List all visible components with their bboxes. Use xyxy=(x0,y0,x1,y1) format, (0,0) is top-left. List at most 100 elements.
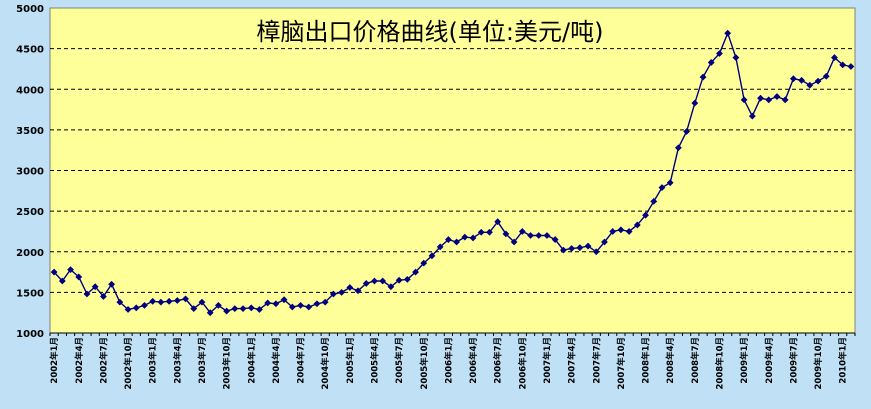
data-point xyxy=(494,218,502,226)
data-point xyxy=(559,246,567,254)
x-tick-label: 2008年7月 xyxy=(690,337,701,384)
data-point xyxy=(124,306,132,313)
data-point xyxy=(395,276,403,284)
x-tick-label: 2004年7月 xyxy=(296,337,307,384)
x-tick-label: 2005年4月 xyxy=(369,337,380,384)
data-point xyxy=(847,63,855,70)
data-point xyxy=(206,309,214,317)
gridlines xyxy=(50,48,855,293)
data-point xyxy=(272,300,280,308)
data-point xyxy=(617,226,625,234)
data-point xyxy=(173,297,181,304)
x-tick-label: 2002年7月 xyxy=(98,337,109,384)
data-point xyxy=(486,228,493,236)
y-tick-label: 3000 xyxy=(16,167,44,178)
data-point xyxy=(362,280,370,287)
data-point xyxy=(658,184,666,191)
data-point xyxy=(716,50,723,57)
data-point xyxy=(231,305,239,313)
data-point xyxy=(50,268,58,276)
data-point xyxy=(601,238,608,246)
data-point xyxy=(305,303,313,311)
data-point xyxy=(683,128,691,135)
data-point xyxy=(740,96,748,104)
x-tick-label: 2002年4月 xyxy=(74,337,85,384)
data-point xyxy=(379,277,387,285)
x-tick-label: 2003年4月 xyxy=(172,337,183,384)
data-point xyxy=(789,75,797,83)
data-point xyxy=(58,277,66,285)
data-point xyxy=(831,54,838,61)
data-point xyxy=(543,232,551,239)
data-point xyxy=(633,221,641,229)
data-point xyxy=(781,96,789,104)
data-point xyxy=(214,301,222,309)
data-point xyxy=(297,301,304,309)
x-tick-label: 2008年4月 xyxy=(665,337,676,384)
data-point xyxy=(732,54,740,61)
data-point xyxy=(477,228,485,236)
data-point xyxy=(91,283,99,291)
data-point xyxy=(666,179,674,187)
x-tick-label: 2004年10月 xyxy=(320,337,331,390)
data-point xyxy=(223,307,231,315)
data-point xyxy=(469,234,477,242)
series xyxy=(50,29,855,317)
data-point xyxy=(444,236,452,243)
data-point xyxy=(436,243,444,251)
x-tick-label: 2004年4月 xyxy=(271,337,282,384)
data-point xyxy=(592,248,600,256)
data-point xyxy=(354,287,362,295)
data-point xyxy=(674,144,682,152)
x-tick-label: 2007年10月 xyxy=(616,337,627,390)
data-point xyxy=(461,233,469,241)
y-tick-label: 5000 xyxy=(16,4,44,15)
data-point xyxy=(403,275,411,283)
x-axis: 2002年1月 2002年4月 2002年7月 2002年10月 2003年1月 2003… xyxy=(49,332,856,390)
data-point xyxy=(190,305,198,313)
y-tick-label: 2000 xyxy=(16,248,44,259)
data-point xyxy=(724,29,732,37)
data-point xyxy=(165,297,173,305)
data-point xyxy=(568,245,576,252)
x-tick-label: 2006年7月 xyxy=(493,337,504,384)
y-tick-label: 4500 xyxy=(16,45,44,56)
x-tick-label: 2003年7月 xyxy=(197,337,208,384)
data-point xyxy=(748,112,756,120)
data-point xyxy=(428,252,436,260)
data-point xyxy=(691,99,699,107)
data-point xyxy=(757,94,764,102)
data-point xyxy=(264,299,272,307)
data-point xyxy=(510,238,518,246)
data-point xyxy=(527,232,534,239)
data-point xyxy=(551,236,559,243)
data-point xyxy=(518,228,526,235)
data-point xyxy=(321,298,329,306)
x-tick-label: 2006年4月 xyxy=(468,337,479,384)
y-tick-label: 1000 xyxy=(16,329,44,340)
data-point xyxy=(822,72,830,80)
x-tick-label: 2007年7月 xyxy=(591,337,602,384)
x-tick-label: 2007年1月 xyxy=(542,337,553,384)
data-point xyxy=(239,305,247,313)
data-point xyxy=(132,304,140,312)
data-point xyxy=(108,280,116,288)
y-tick-label: 3500 xyxy=(16,126,44,137)
data-point xyxy=(806,81,814,89)
x-tick-label: 2002年1月 xyxy=(49,337,60,384)
data-point xyxy=(576,244,584,252)
y-tick-label: 1500 xyxy=(16,288,44,299)
data-point xyxy=(765,96,773,104)
data-point xyxy=(313,300,321,308)
x-tick-label: 2007年4月 xyxy=(567,337,578,384)
data-point xyxy=(67,266,74,274)
data-point xyxy=(346,284,354,291)
x-tick-label: 2004年1月 xyxy=(246,337,257,384)
x-tick-label: 2009年7月 xyxy=(788,337,799,384)
data-point xyxy=(288,303,296,311)
data-point xyxy=(773,93,781,100)
data-point xyxy=(420,259,428,267)
x-tick-label: 2005年1月 xyxy=(345,337,356,384)
